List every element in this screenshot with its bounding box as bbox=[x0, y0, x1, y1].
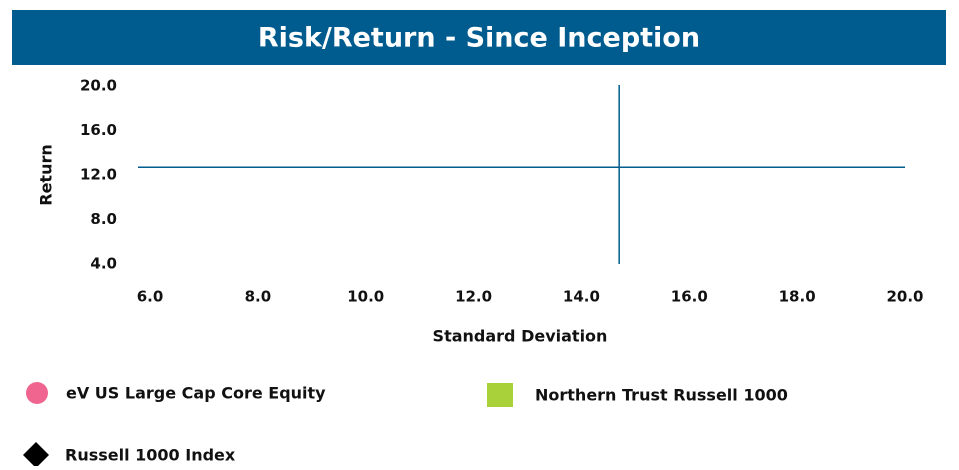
legend-symbol bbox=[26, 382, 48, 404]
legend-label: Russell 1000 Index bbox=[65, 446, 236, 465]
legend-symbol bbox=[487, 383, 513, 407]
x-tick-label: 6.0 bbox=[137, 288, 164, 306]
x-tick-label: 20.0 bbox=[886, 288, 923, 306]
legend-symbol bbox=[23, 442, 49, 468]
y-tick-label: 20.0 bbox=[80, 77, 117, 95]
legend-label: eV US Large Cap Core Equity bbox=[66, 384, 326, 403]
x-tick-label: 14.0 bbox=[563, 288, 600, 306]
x-tick-label: 10.0 bbox=[347, 288, 384, 306]
legend-label: Northern Trust Russell 1000 bbox=[535, 386, 788, 405]
chart-title: Risk/Return - Since Inception bbox=[258, 23, 700, 54]
y-axis-label: Return bbox=[37, 144, 56, 206]
y-tick-label: 16.0 bbox=[80, 121, 117, 139]
y-tick-label: 12.0 bbox=[80, 166, 117, 184]
x-axis-label: Standard Deviation bbox=[433, 327, 608, 346]
x-tick-label: 8.0 bbox=[245, 288, 272, 306]
y-tick-label: 8.0 bbox=[90, 210, 117, 228]
x-tick-label: 16.0 bbox=[671, 288, 708, 306]
y-tick-label: 4.0 bbox=[90, 255, 117, 273]
title-bar bbox=[12, 10, 946, 65]
x-tick-label: 12.0 bbox=[455, 288, 492, 306]
x-tick-label: 18.0 bbox=[779, 288, 816, 306]
